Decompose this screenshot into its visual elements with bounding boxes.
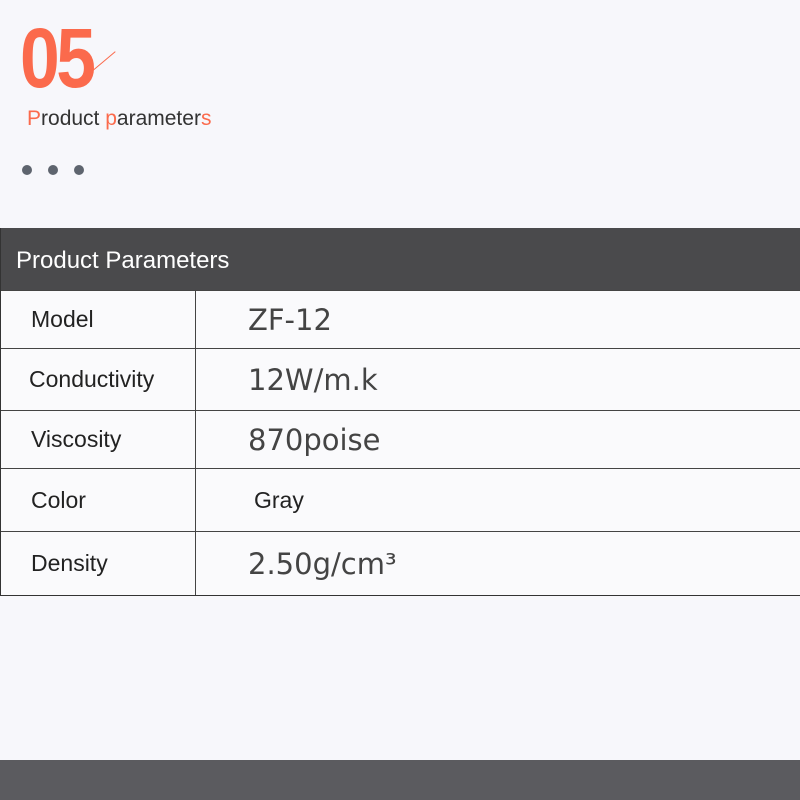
- param-key: Density: [1, 532, 196, 595]
- table-row: Color Gray: [1, 468, 800, 531]
- table-row: Density 2.50g/cm³: [1, 531, 800, 595]
- table-row: Viscosity 870poise: [1, 410, 800, 468]
- dot: [48, 165, 58, 175]
- bottom-bar: [0, 760, 800, 800]
- param-value: Gray: [254, 486, 304, 513]
- param-value: ZF-12: [248, 302, 332, 337]
- param-key: Model: [1, 291, 196, 348]
- parameters-table: Product Parameters Model ZF-12 Conductiv…: [0, 228, 800, 596]
- section-subtitle: Product parameters: [27, 107, 211, 131]
- param-key: Color: [1, 469, 196, 531]
- subtitle-part: p: [105, 107, 117, 130]
- param-value: 870poise: [248, 422, 381, 457]
- subtitle-part: roduct: [41, 107, 106, 130]
- subtitle-part: arameter: [116, 107, 201, 130]
- subtitle-part: s: [200, 107, 212, 130]
- dot: [74, 165, 84, 175]
- dots-decoration: [22, 165, 84, 175]
- section-number: 05: [20, 11, 96, 105]
- table-row: Model ZF-12: [1, 290, 800, 348]
- param-key: Viscosity: [1, 411, 196, 468]
- param-value: 2.50g/cm³: [248, 546, 397, 581]
- dot: [22, 165, 32, 175]
- param-value: 12W/m.k: [248, 362, 378, 397]
- table-row: Conductivity 12W/m.k: [1, 348, 800, 410]
- table-title: Product Parameters: [1, 228, 800, 290]
- subtitle-part: P: [27, 107, 42, 130]
- param-key: Conductivity: [1, 349, 196, 410]
